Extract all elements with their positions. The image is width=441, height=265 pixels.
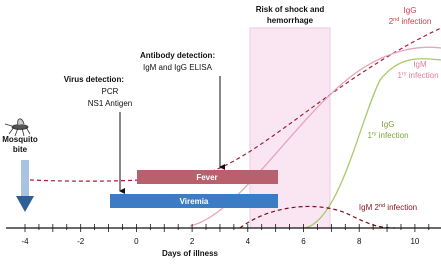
x-tick-label: 8 [357,237,362,246]
virus-method: PCR [102,87,119,96]
curve-label: IgG [404,6,417,15]
bite-arrow-shaft [21,160,29,196]
x-tick-label: -4 [21,237,29,246]
curve-label: 2nd infection [389,17,432,26]
x-axis-label: Days of illness [162,249,219,258]
curve-label: 1ry infection [397,71,438,80]
antibody-method: IgM and IgG ELISA [143,63,213,72]
x-tick-label: 10 [410,237,419,246]
antibody-heading: Antibody detection: [140,51,215,60]
viremia-label: Viremia [180,197,209,206]
diagram: Risk of shock and hemorrhage Fever Virem… [0,0,441,265]
virus-method: NS1 Antigen [88,99,132,108]
mosquito-icon [5,119,30,136]
x-tick-label: -2 [77,237,85,246]
bite-arrow-head [16,196,34,212]
mosquito-label: Mosquito [2,135,38,144]
curve-label: IgM 2nd infection [359,203,417,212]
curve-label: 1ry infection [367,131,408,140]
x-tick-label: 0 [134,237,139,246]
mosquito-label: bite [13,145,28,154]
x-tick-label: 2 [190,237,195,246]
virus-heading: Virus detection: [64,75,124,84]
risk-label: Risk of shock and [256,5,325,14]
x-tick-label: 6 [301,237,306,246]
x-tick-label: 4 [246,237,251,246]
curve-label: IgM [413,60,427,69]
curve-label: IgG [382,120,395,129]
risk-label: hemorrhage [267,16,314,25]
x-ticks: -4 -2 0 2 4 6 8 10 [21,224,428,246]
fever-label: Fever [196,173,217,182]
